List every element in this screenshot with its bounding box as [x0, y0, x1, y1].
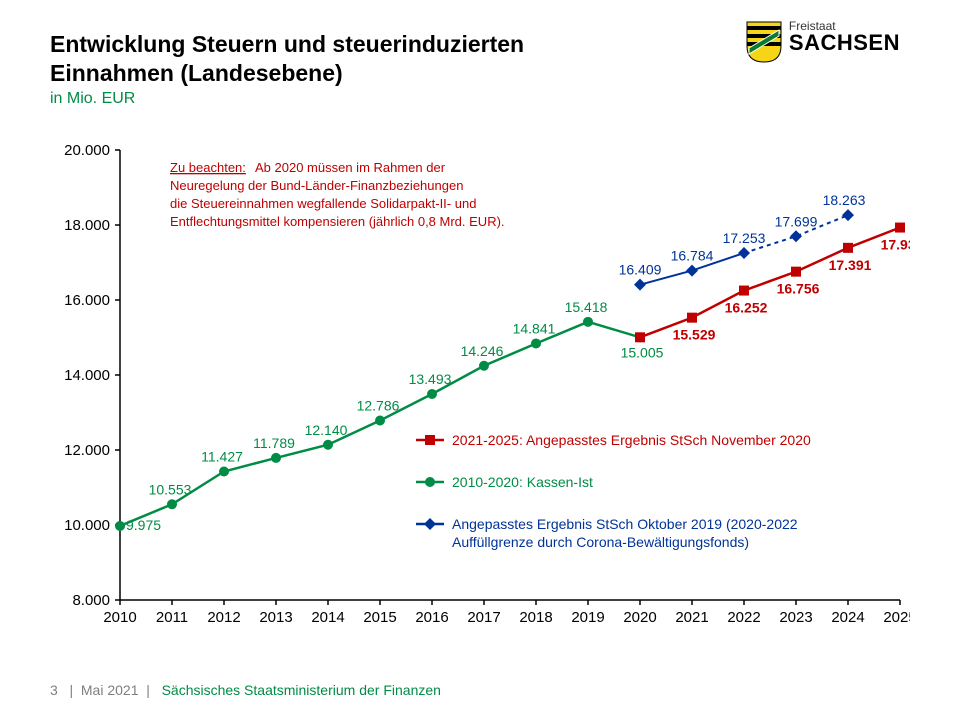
svg-text:Ab 2020 müssen im Rahmen der: Ab 2020 müssen im Rahmen der — [255, 160, 446, 175]
title-line-1: Entwicklung Steuern und steuerinduzierte… — [50, 31, 524, 57]
svg-text:15.529: 15.529 — [673, 327, 716, 343]
svg-text:16.784: 16.784 — [671, 248, 714, 264]
svg-text:18.000: 18.000 — [64, 217, 110, 234]
svg-text:Auffüllgrenze durch Corona-Bew: Auffüllgrenze durch Corona-Bewältigungsf… — [452, 534, 749, 550]
svg-text:2020: 2020 — [623, 609, 656, 626]
svg-text:16.252: 16.252 — [725, 300, 768, 316]
svg-text:12.000: 12.000 — [64, 442, 110, 459]
svg-text:16.000: 16.000 — [64, 292, 110, 309]
svg-text:17.932: 17.932 — [881, 237, 910, 253]
svg-text:2019: 2019 — [571, 609, 604, 626]
svg-text:17.699: 17.699 — [775, 213, 818, 229]
svg-text:14.246: 14.246 — [461, 343, 504, 359]
svg-text:die Steuereinnahmen wegfallend: die Steuereinnahmen wegfallende Solidarp… — [170, 196, 476, 211]
title-line-2: Einnahmen (Landesebene) — [50, 60, 343, 86]
svg-text:20.000: 20.000 — [64, 142, 110, 159]
svg-text:13.493: 13.493 — [409, 371, 452, 387]
page-number: 3 — [50, 682, 58, 698]
svg-text:2023: 2023 — [779, 609, 812, 626]
svg-text:2011: 2011 — [156, 609, 188, 626]
svg-text:2012: 2012 — [207, 609, 240, 626]
svg-text:16.756: 16.756 — [777, 281, 820, 297]
svg-text:2010: 2010 — [103, 609, 136, 626]
svg-text:14.000: 14.000 — [64, 367, 110, 384]
svg-text:2025: 2025 — [883, 609, 910, 626]
svg-text:11.789: 11.789 — [253, 435, 295, 451]
footer: 3 | Mai 2021 | Sächsisches Staatsministe… — [50, 682, 441, 698]
svg-text:2018: 2018 — [519, 609, 552, 626]
svg-text:16.409: 16.409 — [619, 262, 662, 278]
svg-text:2017: 2017 — [467, 609, 500, 626]
svg-text:12.786: 12.786 — [357, 398, 400, 414]
page-subtitle: in Mio. EUR — [50, 90, 910, 108]
footer-sep: | — [142, 682, 157, 698]
svg-text:Neuregelung der Bund-Länder-Fi: Neuregelung der Bund-Länder-Finanzbezieh… — [170, 178, 463, 193]
state-logo: Freistaat SACHSEN — [745, 20, 900, 64]
svg-text:11.427: 11.427 — [201, 448, 243, 464]
footer-date: Mai 2021 — [81, 682, 139, 698]
svg-text:2024: 2024 — [831, 609, 864, 626]
footer-ministry: Sächsisches Staatsministerium der Finanz… — [162, 682, 441, 698]
svg-text:8.000: 8.000 — [72, 592, 110, 609]
svg-text:10.000: 10.000 — [64, 517, 110, 534]
svg-text:2021-2025: Angepasstes Ergebni: 2021-2025: Angepasstes Ergebnis StSch No… — [452, 432, 811, 448]
svg-text:12.140: 12.140 — [305, 422, 348, 438]
logo-text-line2: SACHSEN — [789, 32, 900, 54]
svg-text:17.253: 17.253 — [723, 230, 766, 246]
line-chart: 8.000 10.000 12.000 14.000 16.000 18.000 20.00… — [50, 140, 910, 640]
svg-text:Entflechtungsmittel kompensier: Entflechtungsmittel kompensieren (jährli… — [170, 214, 505, 229]
svg-text:2014: 2014 — [311, 609, 344, 626]
svg-text:2010-2020: Kassen-Ist: 2010-2020: Kassen-Ist — [452, 474, 593, 490]
svg-text:14.841: 14.841 — [513, 320, 556, 336]
svg-text:2016: 2016 — [415, 609, 448, 626]
footer-sep: | — [62, 682, 77, 698]
svg-text:2013: 2013 — [259, 609, 292, 626]
svg-text:Zu beachten:: Zu beachten: — [170, 160, 246, 175]
svg-text:2015: 2015 — [363, 609, 396, 626]
svg-text:10.553: 10.553 — [149, 481, 192, 497]
coat-of-arms-icon — [745, 20, 783, 64]
svg-text:18.263: 18.263 — [823, 192, 866, 208]
svg-text:17.391: 17.391 — [829, 257, 872, 273]
svg-text:2022: 2022 — [727, 609, 760, 626]
svg-text:15.005: 15.005 — [621, 344, 664, 360]
svg-text:Angepasstes Ergebnis StSch Okt: Angepasstes Ergebnis StSch Oktober 2019 … — [452, 516, 798, 532]
svg-text:15.418: 15.418 — [565, 299, 608, 315]
svg-text:2021: 2021 — [675, 609, 708, 626]
svg-text:9.975: 9.975 — [126, 517, 161, 533]
page: Entwicklung Steuern und steuerinduzierte… — [0, 0, 960, 720]
